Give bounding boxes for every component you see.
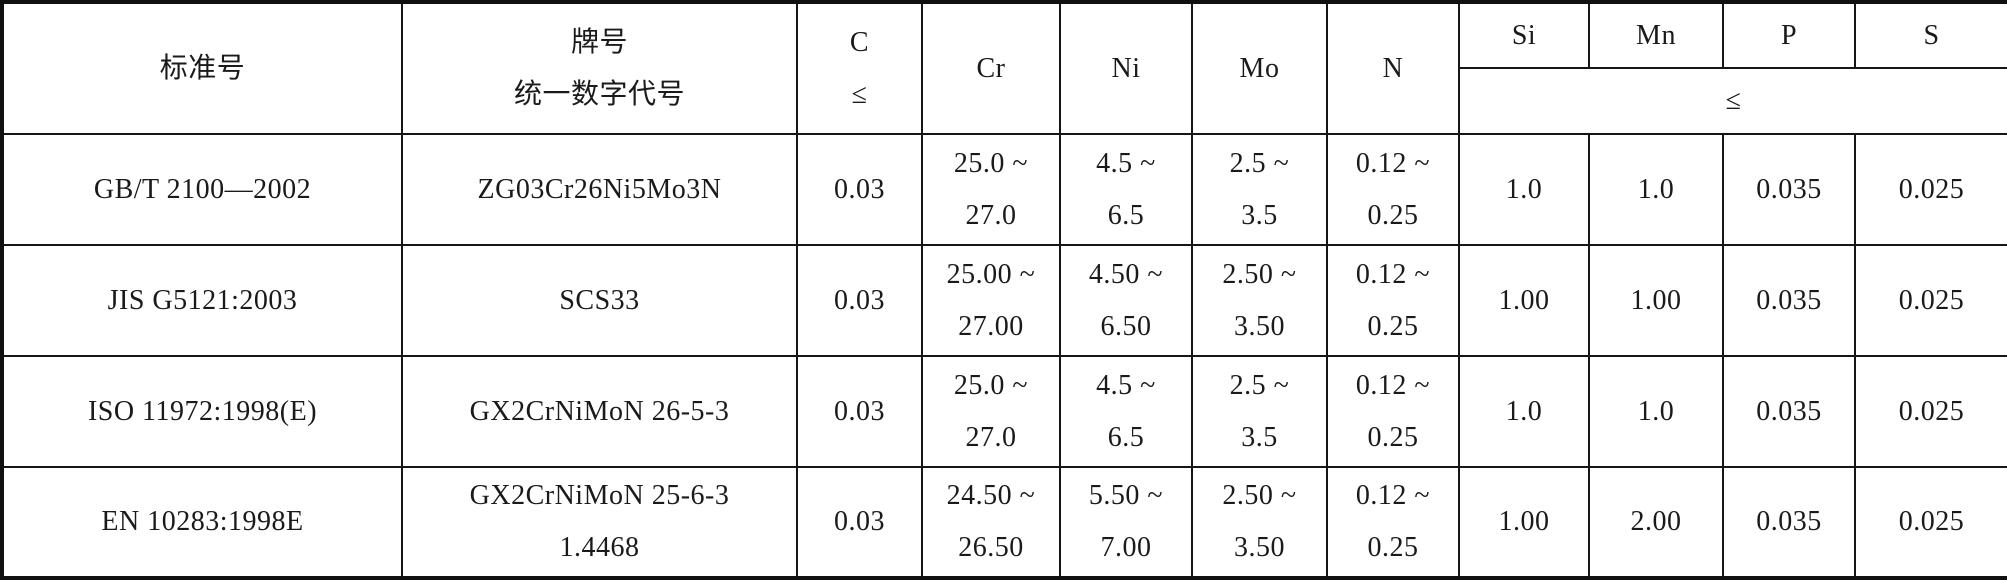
cell-mo: 2.50 ~ 3.50 [1191, 244, 1328, 357]
cell-si: 1.00 [1458, 244, 1590, 357]
cell-cr: 25.0 ~ 27.0 [921, 133, 1061, 246]
cell-ni: 4.5 ~ 6.5 [1059, 355, 1193, 468]
cell-s: 0.025 [1854, 466, 2007, 579]
header-row-top: 标准号 牌号 统一数字代号 C ≤ Cr Ni Mo N Si Mn P S [1, 1, 2007, 135]
cell-standard: ISO 11972:1998(E) [1, 355, 403, 468]
cell-mn: 1.00 [1588, 244, 1724, 357]
cell-mn: 1.0 [1588, 355, 1724, 468]
cell-mn: 1.0 [1588, 133, 1724, 246]
header-molybdenum: Mo [1191, 1, 1328, 135]
cell-n: 0.12 ~ 0.25 [1326, 355, 1460, 468]
cell-si: 1.00 [1458, 466, 1590, 579]
cell-p: 0.035 [1722, 466, 1856, 579]
header-grade-code: 牌号 统一数字代号 [401, 1, 798, 135]
cell-c: 0.03 [796, 133, 923, 246]
table-row-en: EN 10283:1998E GX2CrNiMoN 25-6-3 1.4468 … [1, 466, 2007, 579]
cell-si: 1.0 [1458, 133, 1590, 246]
header-nickel: Ni [1059, 1, 1193, 135]
cell-grade: GX2CrNiMoN 25-6-3 1.4468 [401, 466, 798, 579]
cell-grade: GX2CrNiMoN 26-5-3 [401, 355, 798, 468]
cell-cr: 24.50 ~ 26.50 [921, 466, 1061, 579]
table-row-gbt: GB/T 2100—2002 ZG03Cr26Ni5Mo3N 0.03 25.0… [1, 133, 2007, 246]
header-standard-number: 标准号 [1, 1, 403, 135]
cell-p: 0.035 [1722, 244, 1856, 357]
header-row-max: ≤ [2, 67, 2007, 135]
cell-p: 0.035 [1722, 355, 1856, 468]
cell-ni: 4.5 ~ 6.5 [1059, 133, 1193, 246]
cell-si: 1.0 [1458, 355, 1590, 468]
header-sulfur: S [1854, 1, 2007, 69]
cell-n: 0.12 ~ 0.25 [1326, 244, 1460, 357]
cell-standard: GB/T 2100—2002 [1, 133, 403, 246]
cell-s: 0.025 [1854, 244, 2007, 357]
cell-mo: 2.5 ~ 3.5 [1191, 355, 1328, 468]
cell-cr: 25.0 ~ 27.0 [921, 355, 1061, 468]
header-phosphorus: P [1722, 1, 1856, 69]
cell-standard: EN 10283:1998E [1, 466, 403, 579]
cell-grade: SCS33 [401, 244, 798, 357]
cell-mo: 2.5 ~ 3.5 [1191, 133, 1328, 246]
header-manganese: Mn [1588, 1, 1724, 69]
header-carbon: C ≤ [796, 1, 923, 135]
max-limit-symbol: ≤ [1458, 67, 2007, 135]
header-chromium: Cr [921, 1, 1061, 135]
cell-standard: JIS G5121:2003 [1, 244, 403, 357]
table-row-jis: JIS G5121:2003 SCS33 0.03 25.00 ~ 27.00 … [1, 244, 2007, 357]
header-nitrogen: N [1326, 1, 1460, 135]
cell-n: 0.12 ~ 0.25 [1326, 133, 1460, 246]
cell-s: 0.025 [1854, 355, 2007, 468]
cell-cr: 25.00 ~ 27.00 [921, 244, 1061, 357]
cell-ni: 4.50 ~ 6.50 [1059, 244, 1193, 357]
cell-p: 0.035 [1722, 133, 1856, 246]
cell-ni: 5.50 ~ 7.00 [1059, 466, 1193, 579]
cell-grade: ZG03Cr26Ni5Mo3N [401, 133, 798, 246]
cell-n: 0.12 ~ 0.25 [1326, 466, 1460, 579]
cell-s: 0.025 [1854, 133, 2007, 246]
header-silicon: Si [1458, 1, 1590, 69]
cell-mn: 2.00 [1588, 466, 1724, 579]
table-row-iso: ISO 11972:1998(E) GX2CrNiMoN 26-5-3 0.03… [1, 355, 2007, 468]
cell-c: 0.03 [796, 466, 923, 579]
cell-c: 0.03 [796, 355, 923, 468]
cell-c: 0.03 [796, 244, 923, 357]
cell-mo: 2.50 ~ 3.50 [1191, 466, 1328, 579]
